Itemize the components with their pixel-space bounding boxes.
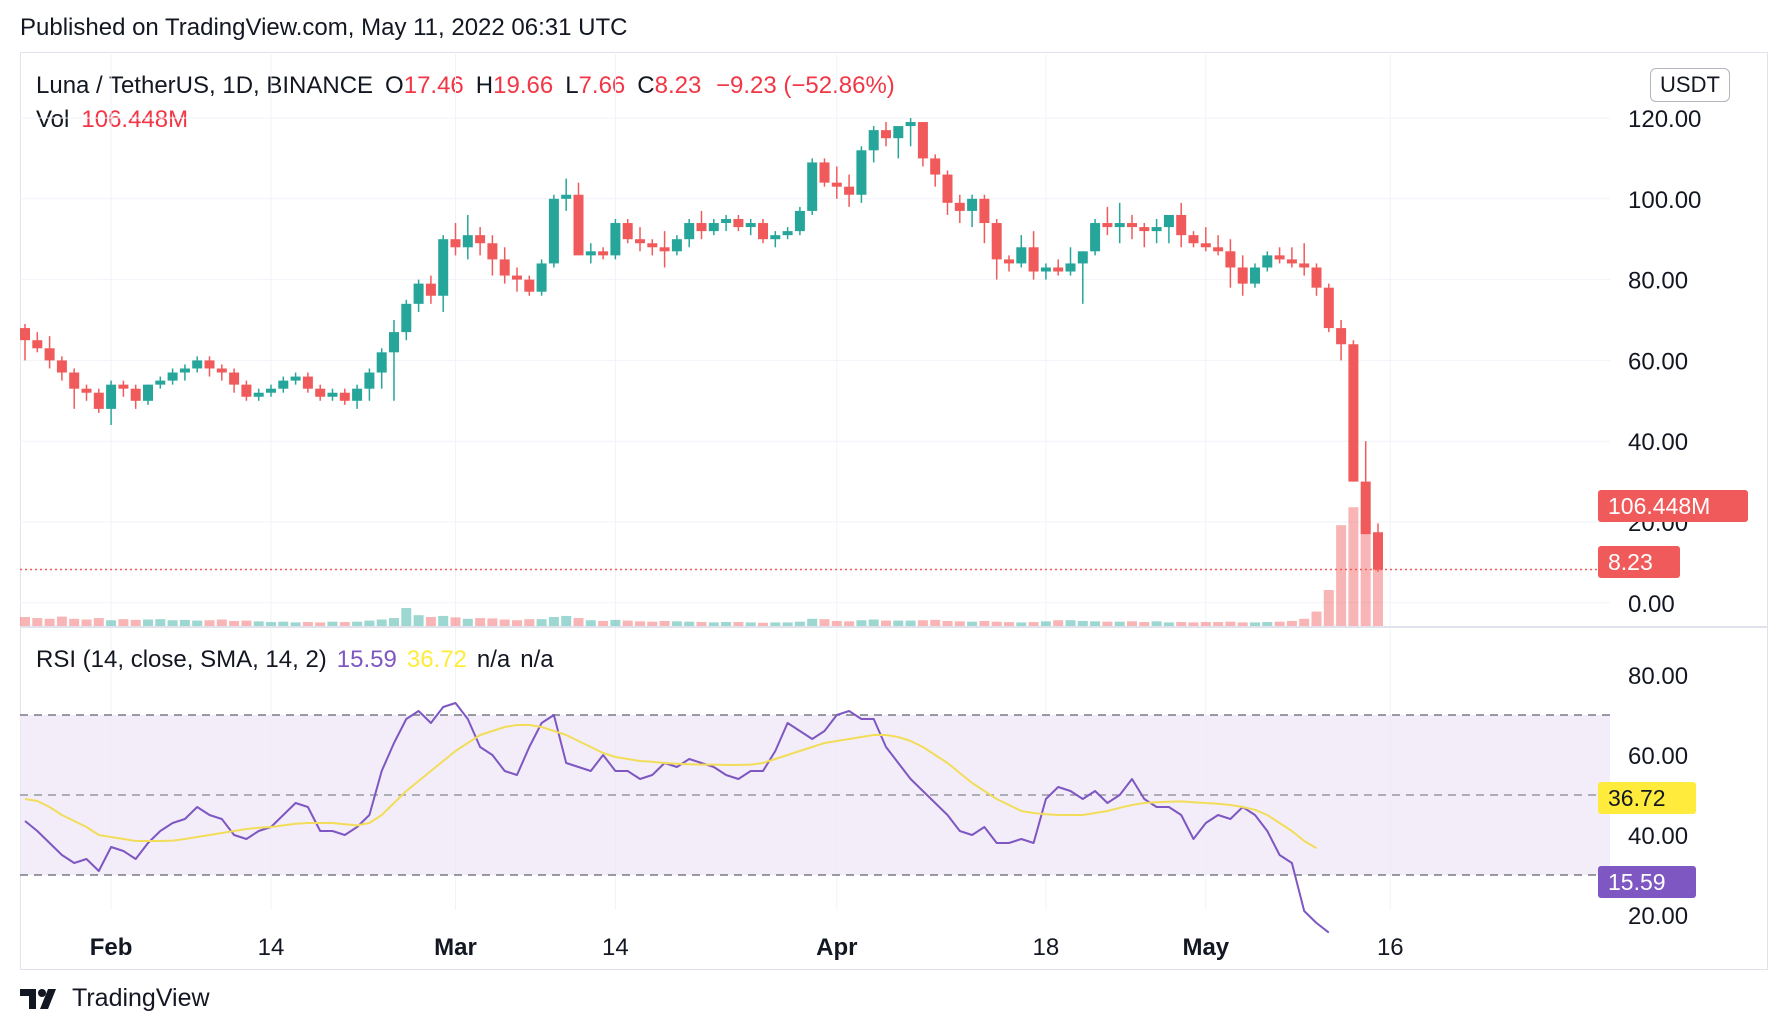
close-value: 8.23 <box>654 72 702 99</box>
volume-badge: 106.448M <box>1598 490 1748 522</box>
rsi-badge: 15.59 <box>1598 866 1696 898</box>
rsi-legend-na-1: n/a <box>476 646 511 673</box>
close-label: C <box>637 72 655 99</box>
open-label: O <box>385 72 404 99</box>
high-value: 19.66 <box>493 72 554 99</box>
symbol-legend: Luna / TetherUS, 1D, BINANCE O17.46 H19.66… <box>36 72 895 100</box>
rsi-legend-sma: 36.72 <box>406 646 467 673</box>
volume-legend: Vol 106.448M <box>36 106 188 134</box>
volume-label[interactable]: Vol <box>36 106 70 133</box>
published-note: Published on TradingView.com, May 11, 20… <box>20 14 628 41</box>
low-value: 7.66 <box>578 72 626 99</box>
chart-frame <box>20 52 1768 970</box>
volume-value: 106.448M <box>81 106 189 133</box>
rsi-label[interactable]: RSI (14, close, SMA, 14, 2) <box>36 646 327 673</box>
open-value: 17.46 <box>403 72 464 99</box>
change-value: −9.23 (−52.86%) <box>716 72 895 99</box>
footer: TradingView <box>20 984 210 1013</box>
currency-button[interactable]: USDT <box>1650 68 1730 102</box>
low-label: L <box>565 72 579 99</box>
rsi-legend-value: 15.59 <box>336 646 397 673</box>
footer-brand[interactable]: TradingView <box>72 984 210 1012</box>
rsi-legend: RSI (14, close, SMA, 14, 2) 15.59 36.72 n/a… <box>36 646 554 674</box>
rsi-sma-badge: 36.72 <box>1598 782 1696 814</box>
tradingview-logo-icon[interactable] <box>20 987 64 1011</box>
price-badge: 8.23 <box>1598 546 1680 578</box>
high-label: H <box>475 72 494 99</box>
rsi-legend-na-2: n/a <box>520 646 554 673</box>
symbol-title[interactable]: Luna / TetherUS, 1D, BINANCE <box>36 72 374 99</box>
